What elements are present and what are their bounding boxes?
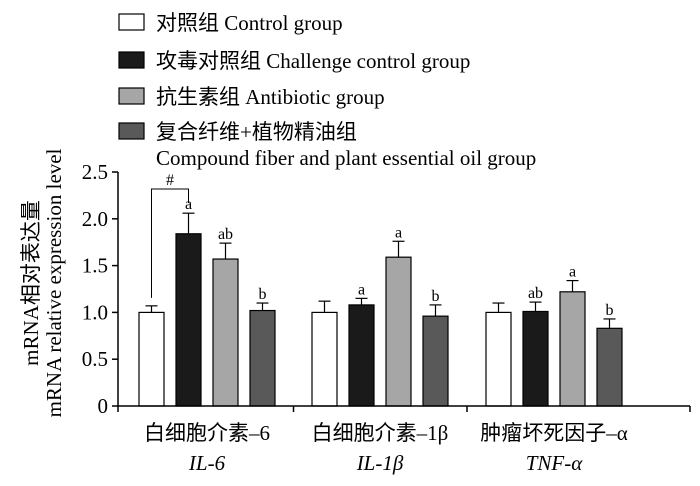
y-axis-label-en: mRNA relative expression level bbox=[42, 148, 66, 417]
legend-label-2: 攻毒对照组 Challenge control group bbox=[156, 49, 470, 73]
y-tick-label-4: 2.0 bbox=[82, 207, 108, 231]
legend-label-1: 对照组 Control group bbox=[156, 11, 343, 35]
x-category-label-en-3: TNF-α bbox=[526, 451, 584, 475]
legend-label-3: 抗生素组 Antibiotic group bbox=[156, 85, 385, 109]
sig-label-s2-c1: a bbox=[185, 196, 192, 213]
bar-s3-c2 bbox=[385, 256, 412, 407]
bar-s4-c2 bbox=[422, 315, 449, 407]
bar-s2-c1 bbox=[175, 233, 202, 407]
legend-label-4-line-2: Compound fiber and plant essential oil g… bbox=[156, 146, 536, 170]
sig-label-s3-c2: a bbox=[395, 224, 402, 241]
bar-s1-c2 bbox=[311, 311, 338, 407]
y-tick-label-3: 1.5 bbox=[82, 254, 108, 278]
legend-swatch-4 bbox=[118, 122, 145, 140]
bar-s4-c3 bbox=[596, 327, 623, 407]
x-category-label-en-1: IL-6 bbox=[188, 451, 226, 475]
sig-label-s2-c2: a bbox=[358, 281, 365, 298]
y-axis: 0 0.5 1.0 1.5 2.0 2.5 bbox=[82, 160, 119, 418]
y-axis-label-zh: mRNA相对表达量 bbox=[19, 200, 43, 366]
sig-label-s3-c1: ab bbox=[218, 226, 233, 243]
x-category-label-zh-1: 白细胞介素–6 bbox=[144, 421, 270, 445]
bar-s1-c1 bbox=[138, 311, 165, 407]
y-tick-label-0: 0 bbox=[98, 394, 109, 418]
bar-s3-c3 bbox=[559, 291, 586, 407]
sig-label-s4-c3: b bbox=[606, 302, 614, 319]
y-tick-label-2: 1.0 bbox=[82, 300, 108, 324]
legend-label-4-line-1: 复合纤维+植物精油组 bbox=[156, 120, 357, 144]
x-axis: 白细胞介素–6 IL-6 白细胞介素–1β IL-1β 肿瘤坏死因子–α TNF-α bbox=[117, 405, 691, 475]
x-category-label-zh-3: 肿瘤坏死因子–α bbox=[480, 421, 628, 445]
legend-swatch-1 bbox=[118, 13, 145, 31]
y-tick-label-1: 0.5 bbox=[82, 347, 108, 371]
legend-swatch-3 bbox=[118, 87, 145, 105]
bar-s2-c3 bbox=[522, 310, 549, 407]
sig-label-s4-c1: b bbox=[259, 286, 267, 303]
legend: 对照组 Control group 攻毒对照组 Challenge control… bbox=[118, 11, 536, 170]
bar-s3-c1 bbox=[212, 258, 239, 407]
y-tick-label-5: 2.5 bbox=[82, 160, 108, 184]
legend-swatch-2 bbox=[118, 51, 145, 69]
bars-layer bbox=[138, 212, 623, 407]
sig-label-s2-c3: ab bbox=[528, 285, 543, 302]
sig-label-s4-c2: b bbox=[432, 288, 440, 305]
bar-s1-c3 bbox=[485, 311, 512, 407]
y-axis-label: mRNA相对表达量 mRNA relative expression level bbox=[19, 148, 66, 417]
sig-bracket-label-1: # bbox=[166, 172, 174, 189]
bar-s2-c2 bbox=[348, 304, 375, 407]
sig-label-s3-c3: a bbox=[569, 264, 576, 281]
x-category-label-zh-2: 白细胞介素–1β bbox=[312, 421, 449, 445]
bar-s4-c1 bbox=[249, 309, 276, 407]
sig-bracket-1 bbox=[151, 188, 189, 298]
x-category-label-en-2: IL-1β bbox=[356, 451, 404, 475]
